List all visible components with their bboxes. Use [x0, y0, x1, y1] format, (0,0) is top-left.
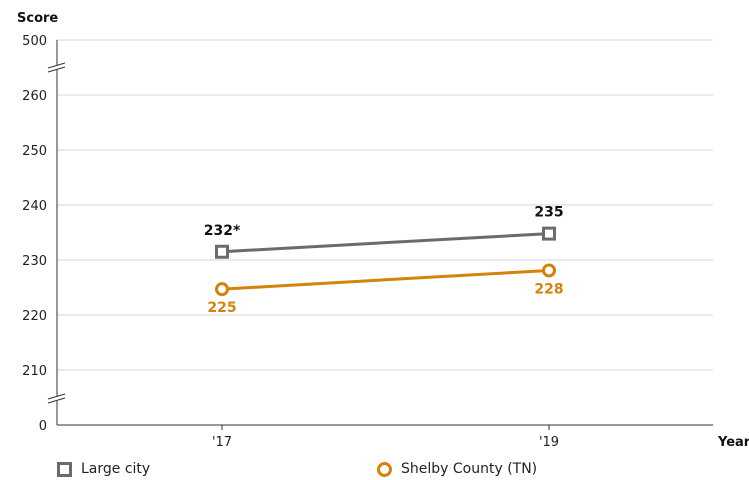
axis-break-gap	[48, 396, 66, 401]
legend-item-shelby-county: Shelby County (TN)	[377, 460, 537, 478]
y-tick-label: 210	[22, 364, 47, 379]
x-tick-label: '19	[539, 435, 559, 450]
legend-item-large-city: Large city	[57, 460, 150, 478]
data-label: 235	[534, 205, 563, 221]
line-chart: 500 210 220 230 240 250 260 0 '17 '19 Score Year 232…	[17, 11, 749, 450]
y-tick-label: 260	[22, 89, 47, 104]
y-tick-label: 500	[22, 34, 47, 49]
x-axis-title: Year	[717, 435, 749, 450]
data-point-circle	[542, 263, 556, 278]
data-point-square	[215, 244, 229, 259]
y-tick-label: 250	[22, 144, 47, 159]
data-label: 232*	[204, 223, 241, 239]
axis-break-mark	[47, 393, 66, 400]
series-line	[221, 268, 550, 291]
data-label: 228	[534, 281, 563, 297]
data-point-circle	[215, 282, 229, 297]
legend-square-marker-icon	[57, 461, 72, 477]
legend-circle-marker-icon	[377, 461, 392, 477]
series-line	[221, 232, 550, 254]
axis-break-mark	[47, 62, 66, 69]
axis-break-mark	[47, 66, 66, 73]
axis-break-mark	[47, 397, 66, 404]
x-tick-label: '17	[212, 435, 232, 450]
legend-label: Large city	[81, 461, 151, 477]
data-label: 225	[207, 300, 236, 316]
y-axis-title: Score	[17, 11, 58, 26]
legend-label: Shelby County (TN)	[401, 461, 538, 477]
y-tick-label: 0	[39, 419, 47, 434]
y-tick-label: 220	[22, 309, 47, 324]
data-point-square	[542, 226, 556, 241]
y-tick-label: 240	[22, 199, 47, 214]
y-tick-label: 230	[22, 254, 47, 269]
axis-break-gap	[48, 65, 66, 70]
